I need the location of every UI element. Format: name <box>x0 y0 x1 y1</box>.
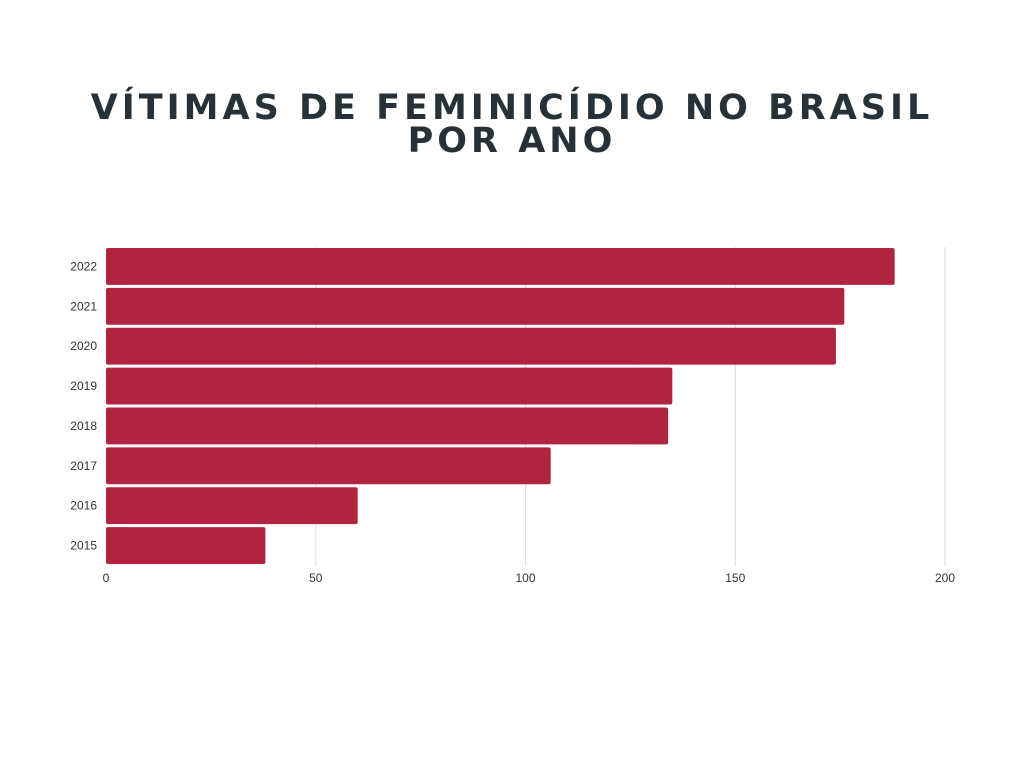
y-tick-label: 2015 <box>70 539 97 553</box>
bar-2019 <box>106 367 673 405</box>
bar-2021 <box>106 287 845 325</box>
bar-2017 <box>106 447 551 485</box>
bar-2016 <box>106 487 358 525</box>
bar-2015 <box>106 527 266 564</box>
x-tick-label: 200 <box>935 571 955 585</box>
y-tick-label: 2021 <box>70 299 97 313</box>
y-tick-label: 2020 <box>70 339 97 353</box>
y-tick-label: 2016 <box>70 499 97 513</box>
x-tick-label: 150 <box>725 571 745 585</box>
bar-2022 <box>106 248 895 285</box>
bar-2020 <box>106 327 836 365</box>
y-tick-label: 2019 <box>70 379 97 393</box>
y-tick-label: 2017 <box>70 459 97 473</box>
y-tick-label: 2018 <box>70 419 97 433</box>
x-tick-label: 50 <box>309 571 323 585</box>
bar-2018 <box>106 407 669 445</box>
x-axis-labels: 0 50 100 150 200 <box>103 571 956 585</box>
bars <box>106 248 895 564</box>
y-axis-labels: 2022 2021 2020 2019 2018 2017 2016 2015 <box>70 259 97 552</box>
x-tick-label: 100 <box>515 571 535 585</box>
y-tick-label: 2022 <box>70 259 97 273</box>
x-tick-label: 0 <box>103 571 110 585</box>
chart-title: VÍTIMAS DE FEMINICÍDIO NO BRASIL POR ANO <box>90 88 934 161</box>
